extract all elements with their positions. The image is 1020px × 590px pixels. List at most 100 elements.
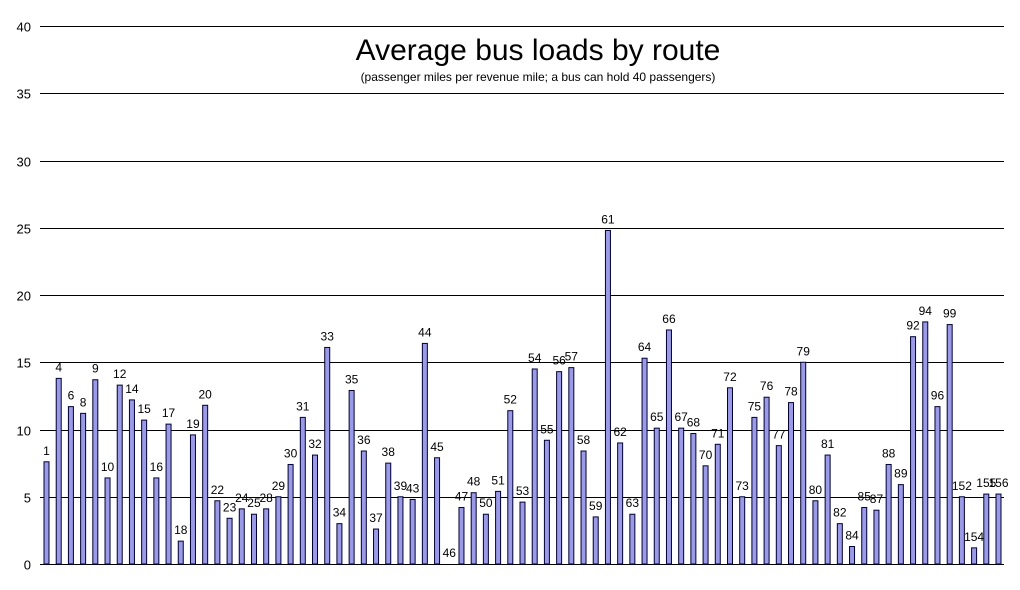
bar [312,454,319,565]
y-axis-ticks: 0 5 10 15 20 25 30 35 40 [17,20,31,573]
route-label: 68 [687,416,701,430]
route-label: 43 [406,481,420,495]
bar [507,410,514,565]
y-tick-label: 30 [17,155,31,170]
bar [495,490,502,565]
bar [836,523,843,565]
bar [43,461,50,565]
bar [104,477,111,565]
route-label: 15 [137,402,151,416]
route-label: 77 [772,428,786,442]
bar [348,390,355,565]
bar [556,371,563,565]
bar [250,513,257,565]
bar [726,387,733,565]
bar [568,367,575,565]
bar [531,368,538,565]
bar [910,336,917,565]
bar [299,416,306,565]
bar [714,443,721,565]
route-label: 53 [516,484,530,498]
bar [421,342,428,565]
route-label: 85 [858,490,872,504]
route-label: 72 [723,370,737,384]
route-label: 37 [369,511,383,525]
bar [397,496,404,565]
route-label: 16 [150,460,164,474]
route-label: 81 [821,437,835,451]
route-label: 155 [976,476,996,490]
bar [592,516,599,565]
route-label: 80 [809,483,823,497]
route-label: 10 [101,460,115,474]
bar [653,427,660,565]
bar [629,513,636,565]
route-label: 46 [443,546,457,560]
route-label: 62 [613,425,627,439]
gridlines [40,26,1004,565]
route-label: 152 [952,479,972,493]
route-label: 75 [748,399,762,413]
bar [385,462,392,565]
y-tick-label: 20 [17,289,31,304]
bar [861,507,868,565]
bar [946,324,953,565]
bar [617,442,624,565]
route-label: 17 [162,406,176,420]
bar [177,540,184,565]
route-label: 99 [943,307,957,321]
route-label: 33 [321,329,335,343]
bar [873,509,880,565]
route-label: 92 [906,319,920,333]
route-label: 48 [467,475,481,489]
route-label: 70 [699,448,713,462]
route-label: 94 [919,304,933,318]
bar [897,484,904,565]
route-label: 96 [931,389,945,403]
route-label: 78 [784,385,798,399]
route-label: 82 [833,506,847,520]
route-label: 8 [80,395,87,409]
route-label: 58 [577,433,591,447]
route-label: 154 [964,530,984,544]
route-label: 18 [174,523,188,537]
y-tick-label: 25 [17,222,31,237]
route-label: 65 [650,410,664,424]
route-label: 55 [540,422,554,436]
route-label: 14 [125,382,139,396]
bar [702,465,709,565]
bar [141,419,148,565]
route-label: 84 [845,529,859,543]
route-label: 63 [626,496,640,510]
bar [165,423,172,565]
bar [482,513,489,565]
route-label: 9 [92,362,99,376]
bar [275,496,282,565]
route-label: 64 [638,340,652,354]
bar [373,528,380,565]
bar [470,492,477,565]
route-label: 47 [455,490,469,504]
bar [922,321,929,565]
route-label: 32 [308,437,322,451]
bar [336,523,343,565]
data-labels: 146 8910121415161718192022232425282930313… [43,212,1009,560]
bar [604,229,611,565]
route-label: 51 [491,473,505,487]
route-label: 35 [345,373,359,387]
route-label: 1 [43,444,50,458]
bar [983,493,990,565]
route-label: 89 [894,467,908,481]
route-label: 39 [394,479,408,493]
route-label: 25 [247,496,261,510]
route-label: 30 [284,446,298,460]
bar [849,546,856,565]
route-label: 61 [601,212,615,226]
bar [971,547,978,565]
y-tick-label: 10 [17,424,31,439]
bar [824,454,831,565]
bar [800,361,807,565]
bar [458,507,465,565]
bar [189,434,196,565]
